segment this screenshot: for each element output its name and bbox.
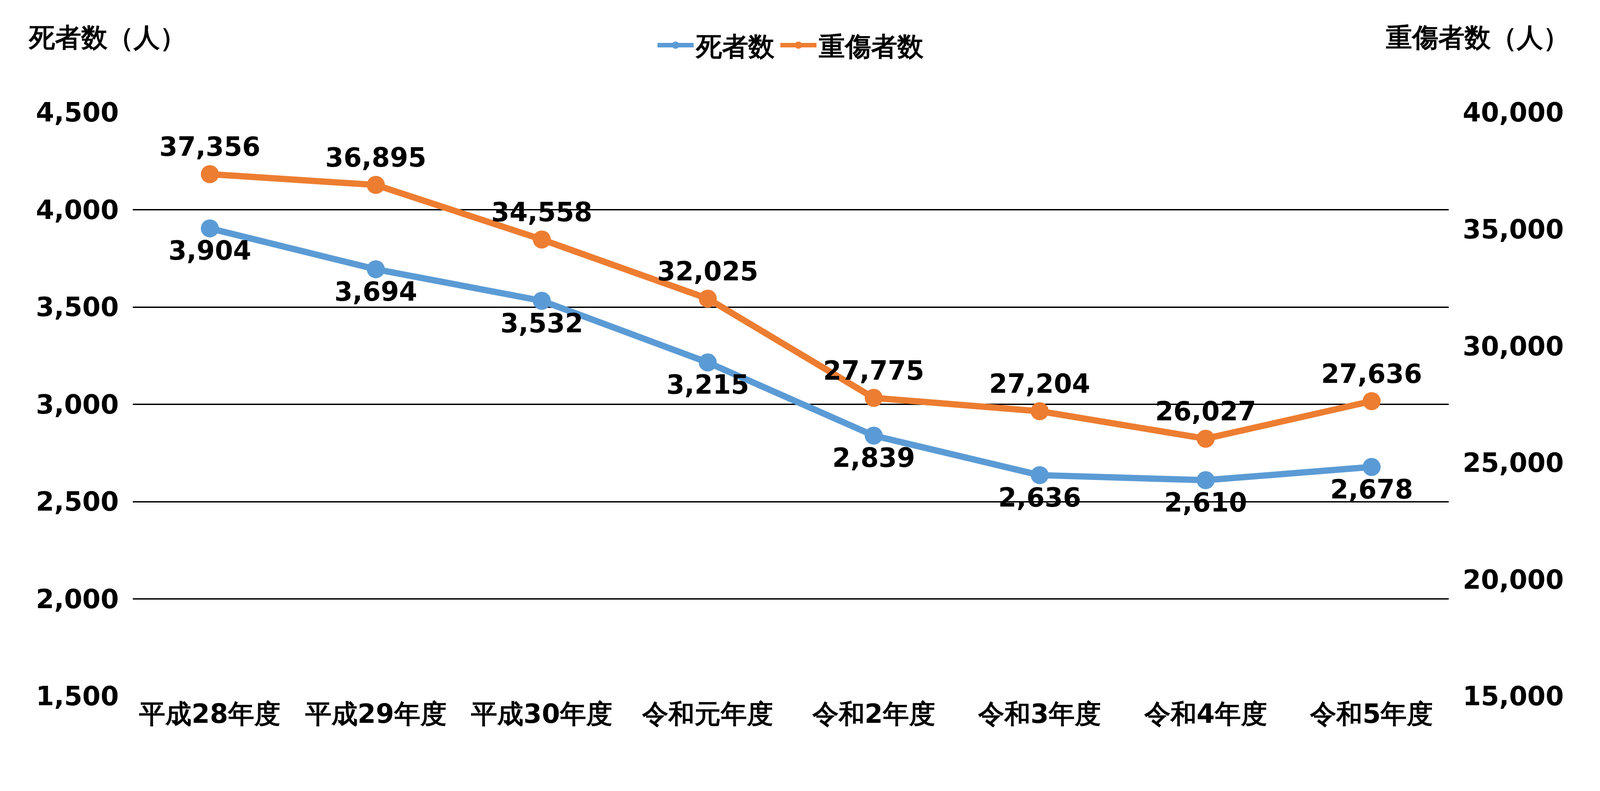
svg-text:37,356: 37,356 [159, 131, 261, 163]
svg-text:25,000: 25,000 [1462, 447, 1564, 479]
svg-text:3,694: 3,694 [334, 276, 417, 308]
svg-text:死者数（人）: 死者数（人） [27, 22, 187, 53]
svg-text:32,025: 32,025 [657, 256, 759, 287]
svg-text:3,000: 3,000 [36, 389, 119, 420]
svg-text:2,839: 2,839 [832, 442, 915, 474]
svg-text:34,558: 34,558 [491, 196, 593, 228]
svg-text:40,000: 40,000 [1462, 97, 1564, 128]
svg-text:27,775: 27,775 [823, 355, 925, 387]
svg-text:4,000: 4,000 [36, 194, 119, 226]
svg-text:重傷者数（人）: 重傷者数（人） [1385, 22, 1570, 53]
svg-text:令和元年度: 令和元年度 [641, 698, 774, 730]
svg-text:27,204: 27,204 [988, 368, 1091, 400]
svg-text:1,500: 1,500 [36, 681, 119, 712]
svg-text:3,904: 3,904 [168, 235, 252, 266]
svg-text:2,678: 2,678 [1330, 474, 1414, 505]
svg-text:3,500: 3,500 [36, 291, 119, 323]
svg-text:4,500: 4,500 [36, 97, 119, 128]
svg-text:20,000: 20,000 [1462, 564, 1564, 596]
svg-text:2,000: 2,000 [36, 583, 119, 615]
svg-text:2,636: 2,636 [998, 482, 1082, 514]
svg-text:27,636: 27,636 [1320, 358, 1423, 390]
svg-text:令和3年度: 令和3年度 [977, 698, 1101, 730]
svg-text:35,000: 35,000 [1462, 214, 1564, 245]
svg-text:26,027: 26,027 [1155, 396, 1257, 427]
svg-text:平成28年度: 平成28年度 [138, 698, 281, 730]
svg-text:2,610: 2,610 [1164, 487, 1247, 518]
svg-text:2,500: 2,500 [36, 486, 119, 518]
svg-text:15,000: 15,000 [1462, 681, 1564, 712]
svg-text:30,000: 30,000 [1462, 331, 1564, 362]
svg-text:平成29年度: 平成29年度 [304, 698, 447, 730]
svg-text:重傷者数: 重傷者数 [818, 31, 924, 62]
svg-text:3,532: 3,532 [500, 307, 584, 339]
svg-text:令和2年度: 令和2年度 [811, 698, 936, 730]
svg-text:3,215: 3,215 [666, 369, 750, 401]
svg-text:死者数: 死者数 [695, 31, 775, 62]
svg-text:令和5年度: 令和5年度 [1309, 698, 1433, 730]
svg-text:平成30年度: 平成30年度 [470, 698, 613, 730]
svg-text:令和4年度: 令和4年度 [1143, 698, 1268, 730]
svg-text:36,895: 36,895 [325, 142, 427, 173]
